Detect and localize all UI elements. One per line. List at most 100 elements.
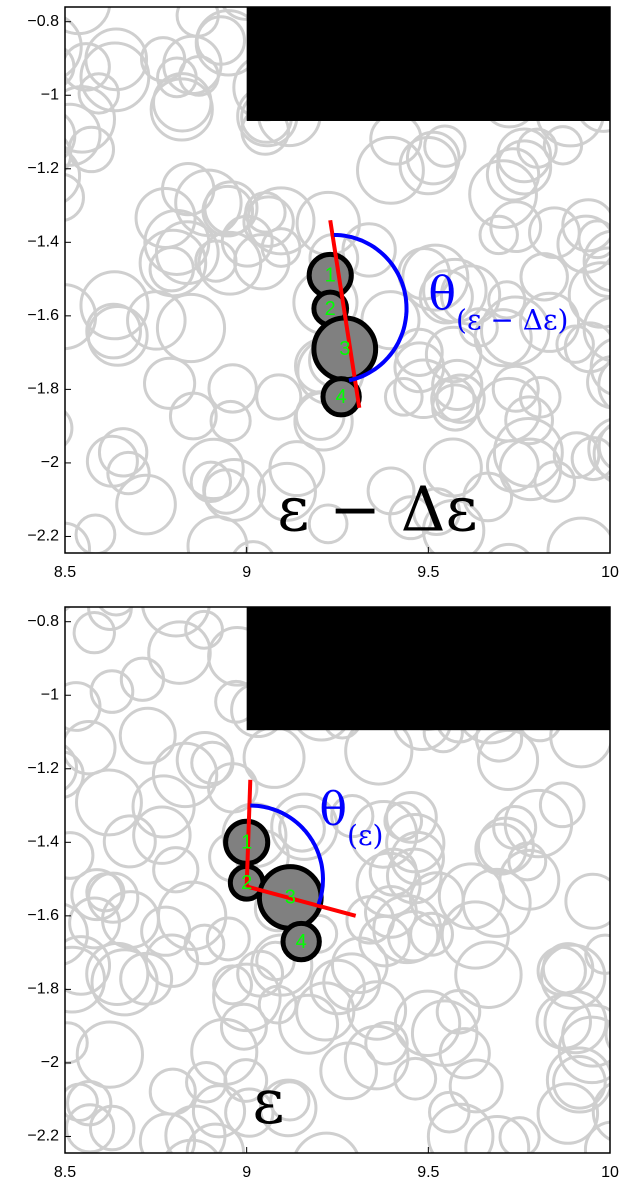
angle-arc [333,233,409,383]
background-grain [388,495,434,541]
background-grain [437,862,506,930]
background-grain [294,1131,359,1153]
background-grain [496,139,553,196]
background-grain [410,999,479,1067]
y-tick-label: −2 [41,454,59,471]
background-grain [567,261,610,329]
background-grain [65,831,95,880]
y-tick-label: −2 [41,1054,59,1071]
background-grain [65,902,89,966]
background-grain [138,1112,197,1153]
background-grain [498,437,563,502]
background-grain [140,905,192,957]
theta-subscript: (ε − Δε) [456,303,568,336]
background-grain [597,423,610,469]
background-grain [519,252,569,302]
background-grain [516,127,558,169]
obstacle [246,607,610,731]
y-tick-label: −1.4 [27,234,59,251]
background-grain [65,681,102,732]
background-grain [503,788,574,859]
red-line [246,884,357,918]
background-grain [191,1084,247,1139]
background-grain [75,1020,144,1089]
background-grain [538,781,586,829]
background-grain [409,911,454,957]
red-line [328,219,362,409]
background-grain [197,230,263,296]
background-grain [131,774,196,839]
theta-subscript: (ε) [347,818,383,851]
particle-label: 1 [241,832,252,854]
background-grain [98,607,134,617]
background-grain [138,228,208,298]
background-grain [65,409,74,447]
background-grain [552,431,601,479]
background-grain [604,1019,610,1050]
background-grain [65,1103,116,1153]
background-grain [242,195,295,248]
background-grain [586,355,610,410]
background-grain [533,460,576,503]
background-grain [65,113,77,159]
background-grain [65,744,78,791]
x-tick-label: 10 [601,1164,619,1181]
state-label: ε − Δε [277,473,477,546]
background-grain [477,728,540,792]
y-tick-label: −1.2 [27,760,59,777]
y-tick-label: −1 [41,86,59,103]
background-grain [468,159,538,229]
background-grain [134,186,197,249]
background-grain [88,1104,136,1152]
background-grain [65,148,82,204]
background-grain [440,900,510,970]
background-grain [156,880,228,951]
axes-box [64,606,611,1154]
background-grain [426,1102,495,1153]
background-grain [454,940,523,1009]
background-grain [151,741,219,809]
x-tick-label: 9.5 [417,564,439,581]
background-grain [295,981,356,1042]
theta: θ [428,266,456,320]
background-grain [401,243,470,312]
background-grain [202,458,266,522]
background-grain [97,427,149,478]
background-grain [295,190,361,257]
background-grain [85,302,142,360]
background-grain [570,436,610,482]
background-grain [498,1116,541,1153]
y-tick-label: −0.8 [27,13,59,30]
background-grain [65,16,83,78]
background-grain [546,516,610,553]
red-line [244,779,253,887]
y-tick-label: −2.2 [27,528,59,545]
background-grain [65,102,102,167]
background-grain [582,229,610,293]
angle-arc [250,803,326,905]
background-grain [504,395,555,446]
background-grain [385,812,446,874]
background-grain [421,498,486,553]
background-grain [458,307,499,348]
background-grain [209,399,252,443]
background-grain [427,1090,471,1134]
background-grain [422,437,483,498]
background-grain [70,868,124,922]
background-grain [319,1041,378,1101]
background-grain [561,198,610,253]
background-grain [364,884,418,939]
background-grain [485,147,541,202]
y-tick-label: −0.8 [27,613,59,630]
background-grain [207,363,258,414]
background-grain [464,1114,531,1153]
background-grain [438,1027,491,1080]
background-grain [507,841,548,882]
background-grain [87,607,133,631]
background-grain [557,1015,610,1085]
background-grain [423,124,467,168]
background-grain [383,377,424,417]
background-grain [232,540,274,553]
panel: 1 23 4 θ(ε − Δε) ε − Δε 8.5 9 9.5 10 −0.8 −1 −1.2 −1… [27,6,619,581]
